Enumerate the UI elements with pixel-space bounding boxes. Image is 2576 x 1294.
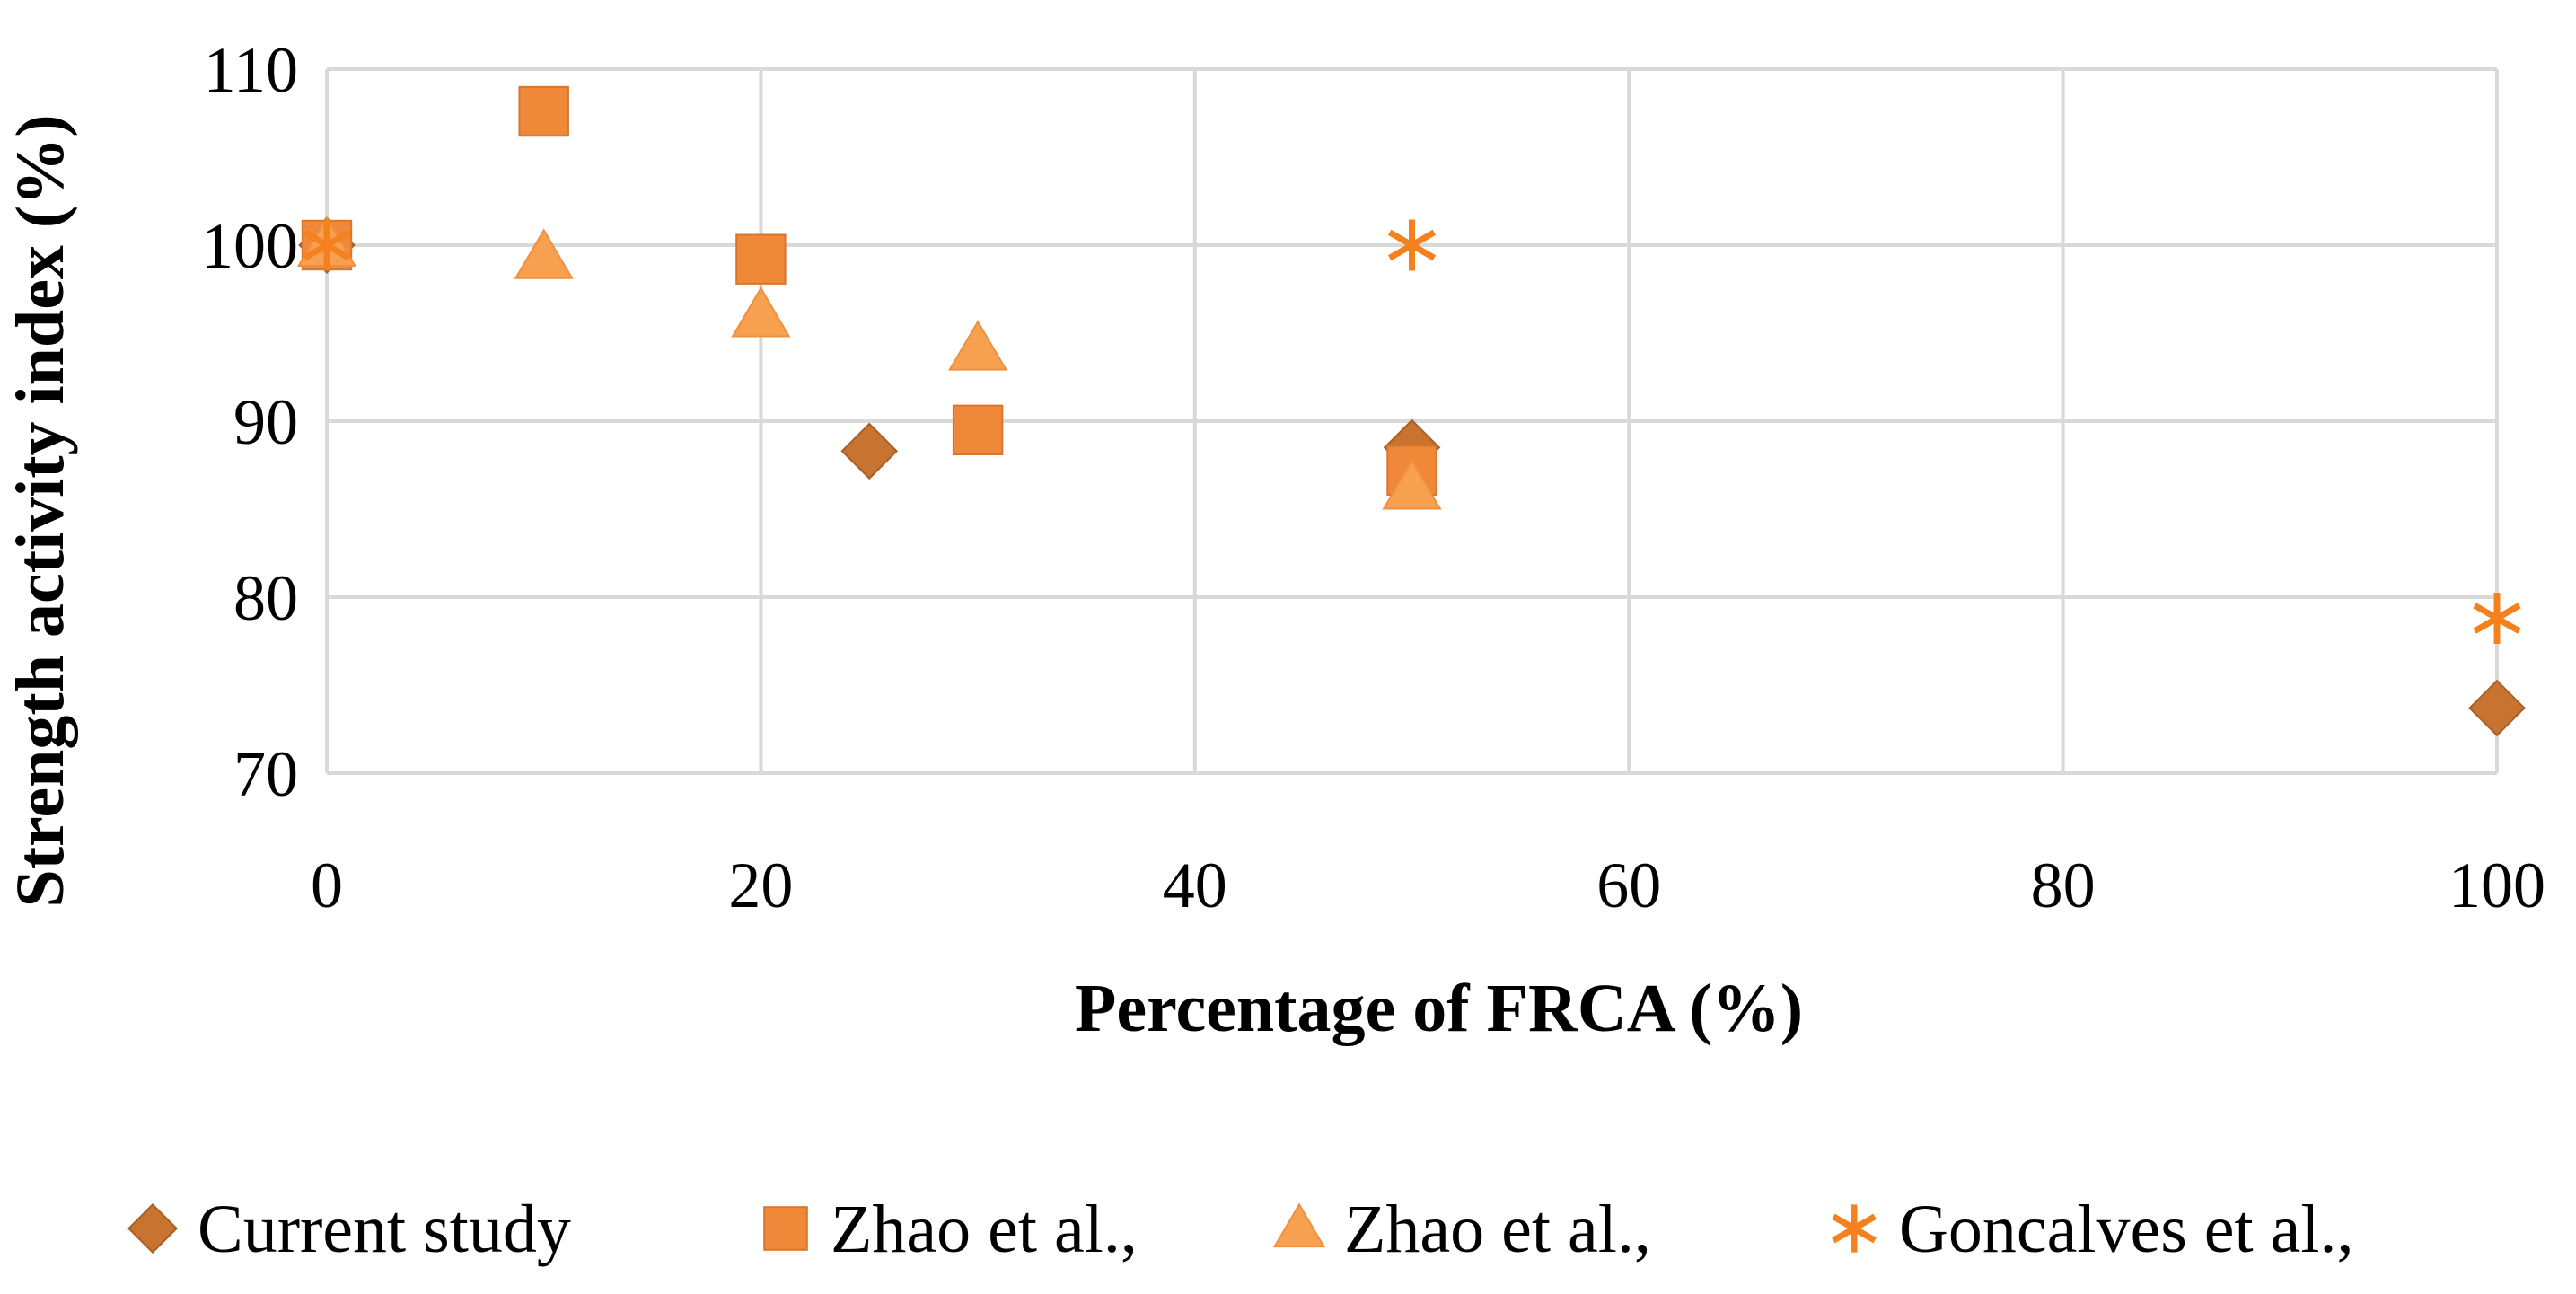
- legend-item-3: Zhao et al.,: [1272, 1192, 1651, 1267]
- legend-item-2: Zhao et al.,: [763, 1192, 1138, 1267]
- series-4: [303, 219, 2521, 645]
- data-point-asterisk: [1387, 219, 1437, 271]
- data-point-triangle: [1382, 459, 1442, 510]
- x-axis-title: Percentage of FRCA (%): [1075, 971, 1803, 1046]
- legend: Current study Zhao et al., Zhao et al., Gon…: [127, 1192, 2353, 1267]
- data-points: [296, 85, 2526, 737]
- data-point-diamond: [840, 422, 899, 480]
- x-tick-label: 80: [2031, 849, 2096, 921]
- data-point-triangle: [947, 320, 1008, 371]
- x-tick-label: 0: [311, 849, 343, 921]
- data-point-asterisk: [2473, 593, 2521, 645]
- legend-item-1: Current study: [127, 1192, 571, 1267]
- legend-label: Current study: [198, 1192, 571, 1267]
- y-tick-label: 100: [201, 210, 298, 282]
- x-tick-label: 20: [728, 849, 793, 921]
- x-tick-label: 60: [1596, 849, 1661, 921]
- legend-item-4: Goncalves et al.,: [1832, 1192, 2353, 1267]
- data-point-triangle: [731, 286, 791, 338]
- legend-marker-diamond: [127, 1202, 179, 1254]
- data-point-square: [518, 85, 569, 137]
- legend-label: Zhao et al.,: [1344, 1192, 1651, 1267]
- y-tick-label: 90: [233, 386, 298, 458]
- x-tick-label: 100: [2449, 849, 2545, 921]
- legend-marker-triangle: [1272, 1202, 1326, 1248]
- data-point-asterisk: [303, 219, 351, 271]
- x-tick-label: 40: [1163, 849, 1227, 921]
- tick-labels: 70 80 90 100 110 0 20 40 60 80 100: [201, 34, 2545, 921]
- legend-marker-asterisk: [1832, 1204, 1877, 1253]
- data-point-diamond: [2468, 679, 2526, 737]
- legend-marker-square: [763, 1206, 808, 1251]
- legend-label: Zhao et al.,: [831, 1192, 1138, 1267]
- data-point-triangle: [514, 228, 574, 279]
- y-axis-title: Strength activity index (%): [3, 114, 78, 907]
- data-point-square: [735, 233, 787, 285]
- y-tick-label: 70: [233, 738, 298, 810]
- legend-label: Goncalves et al.,: [1899, 1192, 2353, 1267]
- y-tick-label: 80: [233, 562, 298, 634]
- data-point-square: [952, 404, 1004, 456]
- y-tick-label: 110: [204, 34, 298, 106]
